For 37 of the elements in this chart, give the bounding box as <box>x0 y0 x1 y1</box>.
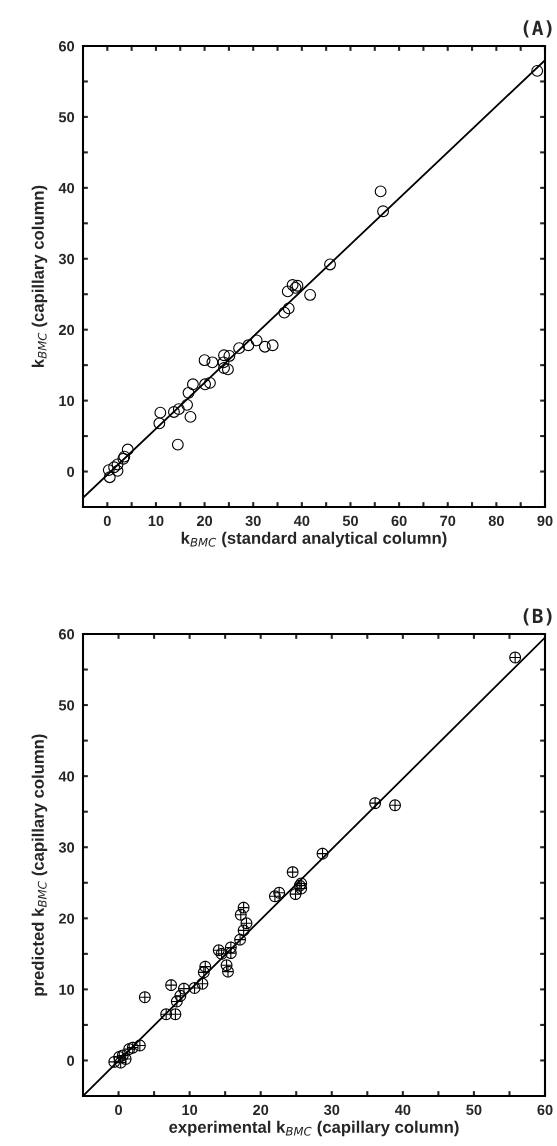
y-tick-label: 40 <box>58 771 75 782</box>
y-tick-label: 20 <box>58 913 75 924</box>
x-tick-label: 0 <box>103 515 111 527</box>
x-tick-label: 80 <box>488 515 504 527</box>
y-tick-label: 60 <box>58 41 75 52</box>
y-axis-title: predicted k$_{BMC}$ (capillary column) <box>31 734 48 996</box>
x-tick-label: 20 <box>196 515 213 527</box>
x-tick-label: 40 <box>394 1104 411 1116</box>
x-tick-label: 60 <box>391 515 407 527</box>
y-tick-label: 40 <box>58 182 75 194</box>
x-tick-label: 0 <box>115 1104 122 1116</box>
x-tick-label: 30 <box>323 1104 340 1116</box>
y-axis-title: k$_{BMC}$ (capillary column) <box>31 185 48 368</box>
y-tick-label: 50 <box>58 700 75 711</box>
y-tick-label: 30 <box>58 842 75 853</box>
x-tick-label: 10 <box>148 515 164 527</box>
y-tick-label: 0 <box>67 466 75 477</box>
x-tick-label: 10 <box>182 1104 198 1116</box>
x-tick-label: 60 <box>537 1104 553 1116</box>
x-axis-title: experimental k$_{BMC}$ (capillary column) <box>169 1120 459 1137</box>
x-tick-label: 90 <box>537 515 553 527</box>
text: (B) <box>523 608 552 626</box>
y-tick-label: 30 <box>58 253 75 265</box>
x-tick-label: 70 <box>440 515 456 527</box>
x-tick-label: 30 <box>245 515 261 527</box>
y-tick-label: 50 <box>58 112 75 123</box>
y-tick-label: 0 <box>67 1055 75 1066</box>
y-tick-label: 60 <box>58 629 75 640</box>
text: (A) <box>523 20 552 38</box>
y-tick-label: 20 <box>58 324 75 336</box>
x-tick-label: 40 <box>293 515 310 527</box>
y-tick-label: 10 <box>59 395 75 407</box>
x-tick-label: 20 <box>253 1104 269 1116</box>
x-tick-label: 50 <box>342 515 358 527</box>
x-axis-title: k$_{BMC}$ (standard analytical column) <box>181 531 447 548</box>
x-tick-label: 50 <box>466 1104 482 1116</box>
y-tick-label: 10 <box>59 984 75 995</box>
